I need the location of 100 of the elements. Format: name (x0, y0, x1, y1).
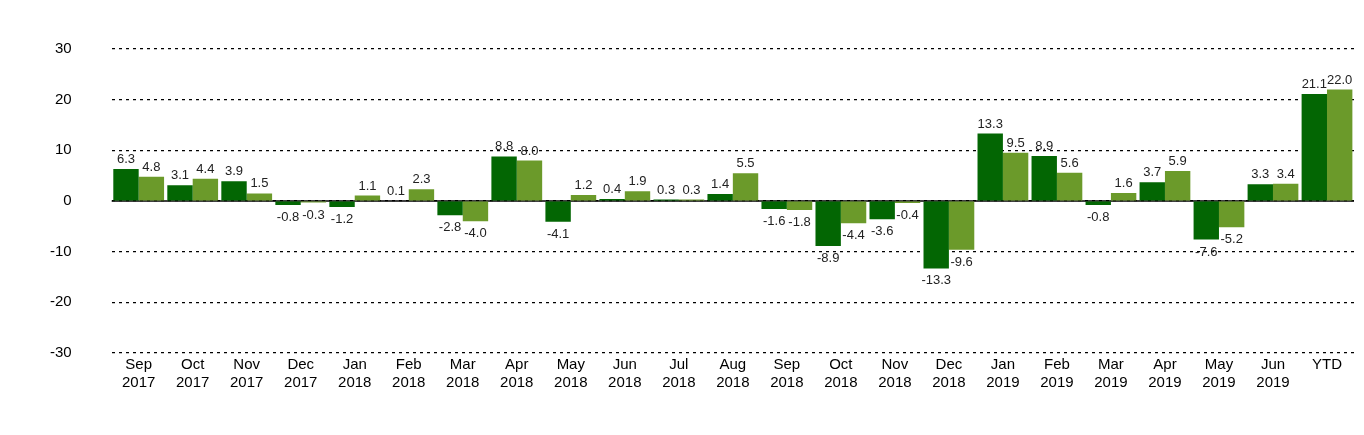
bar (761, 201, 787, 210)
y-tick-label: 0 (63, 191, 72, 209)
data-label: 8.8 (495, 138, 514, 154)
data-label: 0.3 (682, 181, 701, 197)
data-label: -13.3 (921, 272, 952, 288)
bar (1247, 184, 1273, 201)
bar (948, 201, 975, 250)
bar (624, 191, 651, 201)
data-label: 1.6 (1114, 174, 1133, 190)
bar (707, 193, 733, 201)
data-label: 3.3 (1251, 166, 1270, 182)
data-label: 6.3 (116, 151, 136, 167)
data-label: -0.4 (896, 207, 919, 223)
bar (329, 201, 355, 208)
x-tick-label: Dec 2017 (284, 355, 318, 391)
data-label: -0.3 (302, 206, 325, 222)
bar (840, 201, 867, 224)
data-label: 8.9 (1035, 137, 1054, 153)
data-label: -8.9 (816, 250, 840, 266)
bar (1164, 171, 1191, 201)
x-tick-label: Sep 2017 (122, 355, 156, 391)
bar (167, 185, 193, 201)
data-label: -1.8 (788, 214, 811, 230)
x-tick-label: Oct 2017 (176, 355, 210, 391)
bar (923, 201, 949, 269)
bar (516, 160, 543, 201)
bar (1031, 155, 1057, 201)
x-tick-label: Jan 2019 (986, 355, 1020, 391)
data-label: -1.6 (762, 213, 786, 229)
bar (1056, 172, 1083, 201)
bar (732, 173, 759, 201)
x-tick-label: Feb 2018 (392, 355, 426, 391)
bar (1272, 183, 1299, 201)
data-label: 4.8 (142, 158, 161, 174)
data-label: 3.7 (1143, 164, 1162, 180)
bar (437, 201, 463, 216)
bar (1193, 201, 1219, 240)
bar (977, 133, 1003, 201)
data-label: 8.0 (520, 142, 539, 158)
x-tick-label: May 2018 (554, 355, 588, 391)
x-tick-label: Jan 2018 (338, 355, 372, 391)
x-tick-label: Jun 2018 (608, 355, 642, 391)
bar (491, 156, 517, 201)
data-label: -0.8 (276, 209, 300, 225)
x-tick-label: Nov 2017 (230, 355, 264, 391)
data-label: 5.9 (1168, 153, 1187, 169)
bar (462, 201, 489, 222)
data-label: 1.9 (628, 173, 647, 189)
bar (1002, 152, 1029, 201)
y-tick-label: 20 (54, 89, 72, 107)
data-label: 1.2 (574, 177, 593, 192)
data-label: -4.0 (464, 225, 487, 241)
bar (815, 201, 841, 247)
data-label: -1.2 (330, 211, 354, 227)
data-label: -9.6 (950, 253, 973, 269)
data-label: 4.4 (196, 160, 215, 176)
x-tick-label: Jul 2018 (662, 355, 696, 391)
bar (786, 201, 813, 211)
bar (1326, 89, 1353, 201)
data-label: 3.9 (224, 163, 244, 179)
x-tick-label: Oct 2018 (824, 355, 858, 391)
x-tick-label: Mar 2018 (446, 355, 480, 391)
data-label: -2.8 (438, 219, 462, 235)
y-tick-label: -30 (49, 343, 72, 361)
data-label: 0.3 (657, 181, 676, 197)
bar (354, 195, 381, 201)
data-label: 2.3 (412, 171, 431, 187)
y-tick-label: 30 (54, 39, 72, 57)
x-tick-label: Apr 2018 (500, 355, 534, 391)
data-label: 21.1 (1301, 76, 1327, 92)
data-label: 1.1 (358, 177, 377, 193)
x-tick-label: Feb 2019 (1040, 355, 1074, 391)
data-label: -3.6 (870, 223, 894, 239)
bar (570, 194, 597, 201)
bar (138, 176, 165, 201)
data-label: 9.5 (1006, 134, 1025, 150)
data-label: 1.4 (711, 175, 730, 191)
x-tick-label: YTD (1311, 355, 1343, 373)
y-tick-label: -20 (49, 292, 72, 310)
bar (1110, 192, 1137, 201)
data-label: 3.4 (1276, 165, 1295, 181)
data-label: -0.8 (1087, 209, 1110, 225)
data-label: 13.3 (977, 115, 1003, 131)
data-label: -7.6 (1195, 243, 1218, 259)
x-tick-label: Sep 2018 (770, 355, 804, 391)
bar (221, 181, 247, 201)
x-tick-label: Apr 2019 (1148, 355, 1182, 391)
x-tick-label: May 2019 (1202, 355, 1236, 391)
x-tick-label: Jun 2019 (1256, 355, 1290, 391)
bar (1218, 201, 1245, 228)
data-label: 1.5 (250, 175, 269, 191)
bar (246, 193, 273, 201)
x-tick-label: Mar 2019 (1094, 355, 1128, 391)
data-label: 5.6 (1060, 154, 1079, 170)
data-label: 0.4 (603, 181, 622, 197)
data-label: 3.1 (170, 167, 190, 183)
bar (1301, 94, 1327, 201)
data-label: 22.0 (1327, 71, 1353, 87)
data-label: -5.2 (1220, 231, 1243, 247)
y-tick-label: 10 (54, 140, 72, 158)
